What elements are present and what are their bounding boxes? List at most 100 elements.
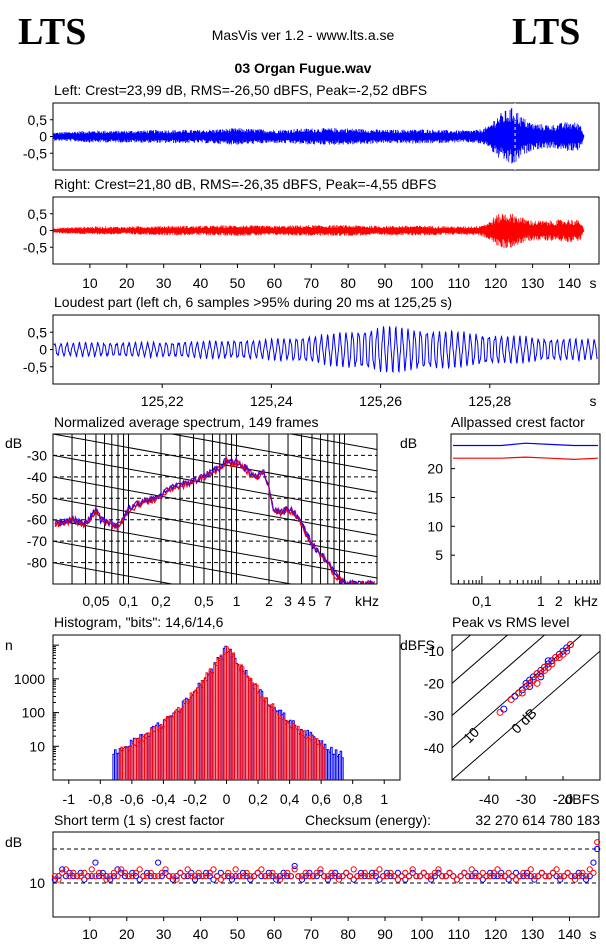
peak-vs-rms-diagonal-label: 40	[316, 753, 338, 775]
short-term-crest-left-point	[210, 876, 217, 883]
short-term-crest-right-point	[523, 873, 531, 880]
short-term-crest-right-point	[549, 869, 556, 876]
spectrum-xtick-label: 3	[284, 593, 292, 609]
short-term-crest-left-point	[531, 876, 538, 883]
short-term-crest-right-point	[55, 876, 62, 883]
short-term-crest-right-point	[476, 873, 483, 880]
spectrum-slope	[53, 540, 294, 584]
short-term-crest-right-point	[494, 866, 501, 873]
short-term-crest-left-point	[92, 859, 99, 866]
short-term-crest-right-point	[96, 869, 103, 876]
short-term-crest-left-point	[147, 873, 154, 880]
short-term-crest-ylabel: dB	[5, 834, 22, 850]
short-term-crest-right-point	[457, 873, 464, 880]
short-term-crest-right-point	[110, 869, 117, 876]
short-term-crest-left-point	[586, 873, 593, 880]
short-term-crest-right-point	[520, 869, 527, 876]
short-term-crest-right-point	[332, 873, 339, 880]
short-term-crest-right-point	[232, 866, 239, 873]
spectrum-grid	[53, 434, 377, 584]
short-term-crest-right-point	[173, 876, 180, 883]
short-term-crest-left-point	[324, 876, 331, 883]
short-term-crest-right-point	[590, 869, 597, 876]
short-term-crest-left-point	[136, 876, 143, 883]
histogram-xtick-label: -0,2	[183, 791, 207, 807]
peak-vs-rms-right-point	[496, 708, 504, 716]
short-term-crest-xtick-label: 30	[156, 926, 172, 942]
spectrum-left-curve	[54, 457, 375, 584]
short-term-crest-right-point	[280, 873, 287, 880]
loudest-part-x-unit: s	[590, 393, 597, 409]
right-waveform-xtick-label: 110	[448, 275, 471, 291]
left-waveform-ytick-label: -0,5	[23, 145, 47, 161]
loudest-part-xtick-label: 125,22	[141, 393, 184, 409]
spectrum-plot: dB -30 -40 -50 -60 -70 -80 0,05 0,1 0,2 0,5 1 2 3 4 5 7 k…	[5, 433, 379, 609]
peak-vs-rms-right-point	[533, 670, 541, 678]
short-term-crest-left-point	[155, 859, 162, 866]
peak-vs-rms-right-point	[507, 695, 515, 703]
allpassed-crest-xtick-label: 2	[555, 593, 563, 609]
short-term-crest-right-point	[254, 869, 261, 876]
spectrum-ytick-label: -50	[27, 490, 47, 506]
loudest-part-title: Loudest part (left ch, 6 samples >95% du…	[54, 294, 452, 310]
peak-vs-rms-ytick-label: -20	[424, 675, 444, 691]
short-term-crest-left-point	[479, 876, 486, 883]
short-term-crest-right-point	[557, 873, 564, 880]
short-term-crest-right-point	[542, 873, 549, 880]
short-term-crest-right-point	[66, 873, 73, 880]
short-term-crest-right-point	[516, 873, 523, 880]
histogram-plot: n 10 100 1000 -1 -0,8 -0,6 -0,4 -0,2 0 0,2 0,4 0,6 0,…	[5, 634, 401, 807]
right-waveform-xtick-label: 130	[521, 275, 545, 291]
spectrum-ytick-label: -30	[27, 447, 47, 463]
spectrum-xtick-label: 0,1	[119, 593, 139, 609]
short-term-crest-right-point	[195, 869, 202, 876]
short-term-crest-left-point	[129, 869, 136, 876]
spectrum-xtick-label: 1	[233, 593, 241, 609]
allpassed-crest-plot: dB 5 10 15 20 0,1 1 2 kHz	[400, 433, 601, 609]
peak-vs-rms-right-point	[533, 679, 541, 687]
left-waveform-ytick-label: 0	[39, 129, 47, 145]
short-term-crest-right-point	[575, 873, 582, 880]
short-term-crest-right-point	[225, 869, 232, 876]
short-term-crest-right-point	[354, 873, 361, 880]
short-term-crest-right-point	[151, 873, 158, 880]
spectrum-ytick-label: -60	[27, 512, 47, 528]
short-term-crest-left-point	[114, 866, 121, 873]
short-term-crest-right-point	[380, 873, 387, 880]
short-term-crest-right-point	[51, 873, 58, 880]
short-term-crest-right-point	[306, 873, 313, 880]
short-term-crest-right-point	[84, 873, 92, 880]
short-term-crest-left-point	[59, 866, 66, 873]
short-term-crest-left-point	[431, 873, 438, 880]
short-term-crest-left-point	[55, 873, 62, 880]
short-term-crest-right-point	[357, 873, 365, 880]
short-term-crest-left-point	[472, 869, 479, 876]
short-term-crest-right-point	[538, 869, 545, 876]
short-term-crest-right-point	[125, 873, 132, 880]
right-waveform-xtick-label: 30	[156, 275, 172, 291]
right-waveform-xtick-label: 140	[558, 275, 582, 291]
peak-vs-rms-right-point	[566, 641, 574, 649]
short-term-crest-xtick-label: 50	[230, 926, 246, 942]
peak-vs-rms-left-point	[526, 683, 534, 691]
short-term-crest-right-point	[361, 869, 368, 876]
short-term-crest-left-point	[143, 869, 151, 876]
app-title: MasVis ver 1.2 - www.lts.a.se	[212, 27, 395, 43]
short-term-crest-right-point	[140, 873, 147, 880]
short-term-crest-right-point	[155, 873, 162, 880]
short-term-crest-right-point	[247, 873, 254, 880]
short-term-crest-right-point	[132, 869, 140, 876]
loudest-part-ytick-label: 0	[39, 342, 47, 358]
spectrum-slope	[53, 454, 377, 515]
short-term-crest-left-point	[520, 873, 527, 880]
spectrum-xtick-label: 2	[265, 593, 273, 609]
short-term-crest-left-point	[571, 873, 579, 880]
short-term-crest-right-point	[391, 873, 398, 880]
short-term-crest-left-point	[276, 873, 283, 880]
short-term-crest-right-point	[295, 873, 302, 880]
short-term-crest-left-point	[291, 862, 298, 870]
short-term-crest-right-point	[262, 873, 269, 880]
short-term-crest-left-point	[402, 876, 409, 883]
short-term-crest-right-point	[62, 866, 70, 873]
histogram-xtick-label: 0,2	[248, 791, 268, 807]
